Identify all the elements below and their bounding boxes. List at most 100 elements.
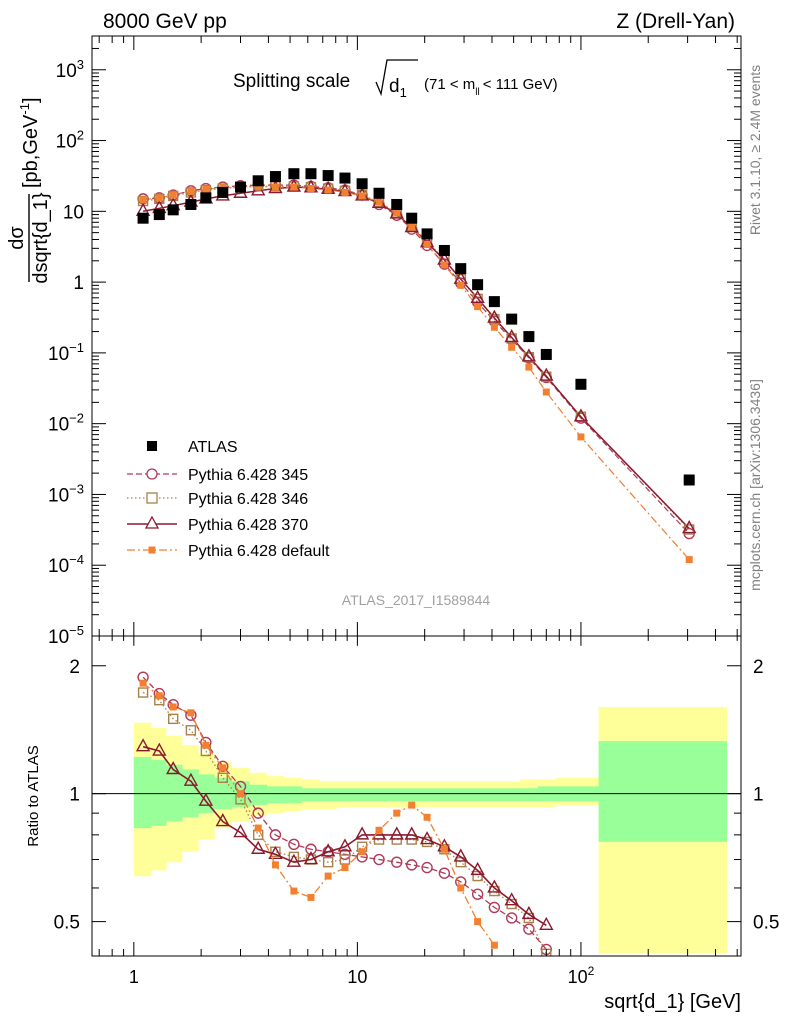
ratio-point-pythia-6-428-370 xyxy=(198,792,214,806)
ratio-point-pythia-6-428-345 xyxy=(322,846,334,858)
ratio-point-pythia-6-428-370 xyxy=(183,772,199,786)
main-point-pythia-6-428-default xyxy=(508,343,516,351)
main-y-axis-label: dσ dsqrt{d_1} [pb,GeV-1] xyxy=(6,97,52,283)
ratio-point-pythia-6-428-370 xyxy=(135,738,151,752)
main-point-atlas xyxy=(356,178,368,190)
main-point-atlas xyxy=(523,331,535,343)
ratio-point-pythia-6-428-346 xyxy=(217,772,228,783)
main-point-pythia-6-428-default xyxy=(341,188,349,196)
main-y-tick-label: 1 xyxy=(73,273,84,294)
ratio-point-pythia-6-428-default xyxy=(375,826,383,834)
ratio-point-pythia-6-428-default xyxy=(474,918,482,926)
main-point-atlas xyxy=(575,378,587,390)
main-point-pythia-6-428-default xyxy=(408,223,416,231)
main-point-atlas xyxy=(252,175,264,187)
main-point-pythia-6-428-default xyxy=(187,188,195,196)
mcplots-reference-label: mcplots.cern.ch [arXiv:1306.3436] xyxy=(747,379,763,591)
main-point-pythia-6-428-370 xyxy=(504,329,519,343)
main-point-pythia-6-428-default xyxy=(457,281,465,289)
main-point-atlas xyxy=(305,168,317,180)
ratio-point-pythia-6-428-370 xyxy=(166,761,181,775)
main-point-atlas xyxy=(217,186,229,198)
analysis-watermark: ATLAS_2017_I1589844 xyxy=(342,592,491,608)
x-tick-label: 102 xyxy=(568,964,595,987)
legend-marker-atlas xyxy=(147,441,157,451)
main-point-atlas xyxy=(421,228,433,240)
main-point-pythia-6-428-370 xyxy=(573,408,589,422)
main-y-tick-label: 10 xyxy=(63,202,84,223)
ratio-point-pythia-6-428-345 xyxy=(406,859,418,871)
ratio-y-axis-label: Ratio to ATLAS xyxy=(25,745,42,846)
main-point-pythia-6-428-default xyxy=(577,433,585,441)
ratio-point-pythia-6-428-345 xyxy=(523,923,535,935)
rivet-version-label: Rivet 3.1.10, ≥ 2.4M events xyxy=(747,65,763,235)
main-point-atlas xyxy=(540,348,552,360)
ratio-point-pythia-6-428-default xyxy=(187,709,195,717)
main-point-atlas xyxy=(185,198,197,210)
ratio-y-tick-label: 1 xyxy=(69,785,80,806)
legend-marker-default xyxy=(148,546,156,554)
main-point-pythia-6-428-default xyxy=(358,192,366,200)
main-point-pythia-6-428-default xyxy=(423,240,431,248)
header-process-label: Z (Drell-Yan) xyxy=(616,10,735,33)
ratio-uncertainty-bands xyxy=(133,706,728,954)
legend-label-346: Pythia 6.428 346 xyxy=(188,491,308,508)
main-point-pythia-6-428-370 xyxy=(487,309,502,323)
ratio-point-pythia-6-428-370 xyxy=(233,824,248,838)
ratio-point-pythia-6-428-default xyxy=(307,893,315,901)
main-point-pythia-6-428-default xyxy=(139,196,147,204)
ratio-point-pythia-6-428-default xyxy=(408,801,416,809)
ratio-point-pythia-6-428-default xyxy=(490,941,498,949)
ratio-point-pythia-6-428-default xyxy=(202,741,210,749)
main-point-pythia-6-428-default xyxy=(375,198,383,206)
ratio-point-pythia-6-428-default xyxy=(271,861,279,869)
main-point-atlas xyxy=(438,244,450,256)
ratio-point-pythia-6-428-default xyxy=(169,703,177,711)
ratio-point-pythia-6-428-default xyxy=(155,692,163,700)
main-series xyxy=(135,168,697,564)
title-mass-cut: (71 < mll < 111 GeV) xyxy=(424,76,558,98)
main-point-pythia-6-428-default xyxy=(474,303,482,311)
main-point-pythia-6-428-default xyxy=(155,194,163,202)
main-point-pythia-6-428-default xyxy=(393,209,401,217)
ratio-point-pythia-6-428-370 xyxy=(251,840,266,854)
ratio-point-pythia-6-428-default xyxy=(219,764,227,772)
ratio-point-pythia-6-428-370 xyxy=(539,916,554,931)
ratio-point-pythia-6-428-345 xyxy=(269,829,282,841)
main-point-atlas xyxy=(683,474,695,486)
ratio-point-pythia-6-428-346 xyxy=(339,854,351,865)
ratio-point-pythia-6-428-default xyxy=(290,887,298,895)
main-point-pythia-6-428-346 xyxy=(167,190,179,202)
main-point-pythia-6-428-default xyxy=(307,185,315,193)
main-point-atlas xyxy=(391,198,403,210)
main-point-pythia-6-428-370 xyxy=(470,289,485,304)
ratio-point-pythia-6-428-370 xyxy=(419,831,435,845)
ratio-point-pythia-6-428-default xyxy=(341,864,349,872)
ratio-y-tick-label: 0.5 xyxy=(54,913,80,934)
y-label-numerator: dσ xyxy=(6,226,28,250)
legend: ATLAS Pythia 6.428 345 Pythia 6.428 346 … xyxy=(127,439,330,560)
ratio-point-pythia-6-428-345 xyxy=(305,843,317,855)
ratio-point-pythia-6-428-370 xyxy=(354,826,370,840)
main-y-tick-label: 10−3 xyxy=(48,481,84,506)
main-point-pythia-6-428-370 xyxy=(682,520,697,534)
ratio-point-pythia-6-428-370 xyxy=(389,826,404,840)
main-point-pythia-6-428-default xyxy=(271,183,279,191)
ratio-panel: 1 10 102 2 2 1 1 0.5 0.5 Ratio to ATLAS sqrt{d_1… xyxy=(25,635,779,1013)
title-radicand: d1 xyxy=(389,76,407,100)
ratio-point-pythia-6-428-default xyxy=(324,872,332,880)
main-point-atlas xyxy=(488,296,500,308)
main-point-atlas xyxy=(373,187,385,199)
ratio-point-pythia-6-428-346 xyxy=(137,687,149,698)
main-point-atlas xyxy=(455,263,467,275)
ratio-point-pythia-6-428-370 xyxy=(337,838,353,852)
ratio-point-pythia-6-428-345 xyxy=(391,856,403,868)
main-point-pythia-6-428-370 xyxy=(521,348,537,362)
ratio-y-tick-label-right: 2 xyxy=(753,657,764,678)
main-point-pythia-6-428-default xyxy=(440,261,448,269)
ratio-point-pythia-6-428-default xyxy=(440,845,448,853)
main-point-atlas xyxy=(472,279,484,291)
ratio-point-pythia-6-428-345 xyxy=(505,912,518,924)
ratio-point-pythia-6-428-345 xyxy=(373,853,385,866)
ratio-point-pythia-6-428-default xyxy=(254,824,262,832)
